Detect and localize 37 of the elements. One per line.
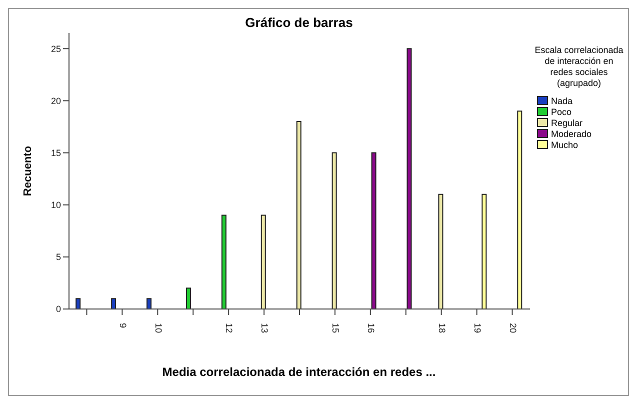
y-tick-label: 15	[50, 148, 61, 158]
bar	[517, 110, 522, 309]
bar	[296, 121, 302, 309]
x-tick-label: 15	[330, 323, 341, 334]
bar	[332, 152, 337, 309]
bar	[406, 48, 412, 309]
bar	[482, 194, 487, 309]
y-axis-title: Recuento	[22, 146, 34, 196]
legend-label: Poco	[551, 106, 572, 116]
bar	[260, 214, 266, 309]
bar	[221, 214, 226, 309]
bar	[186, 288, 191, 309]
legend-label: Mucho	[551, 140, 578, 150]
chart-title: Gráfico de barras	[244, 15, 354, 30]
x-tick-label: 16	[366, 323, 376, 334]
x-tick-label: 18	[436, 323, 447, 334]
x-tick-label: 19	[472, 323, 482, 334]
y-tick-label: 10	[50, 200, 61, 210]
y-tick-label: 20	[50, 96, 61, 106]
y-tick-label: 5	[56, 252, 61, 262]
bar	[111, 298, 116, 309]
bar	[371, 152, 376, 309]
bar	[438, 194, 444, 309]
x-axis-title: Media correlacionada de interacción en redes ...	[161, 365, 437, 379]
legend-label: Moderado	[551, 128, 592, 138]
legend-title: Escala correlacionada de interacción en redes sociales (agrupado)	[534, 45, 624, 89]
x-tick-label: 12	[224, 323, 234, 334]
x-tick-label: 10	[153, 323, 164, 334]
y-tick-label: 0	[56, 304, 61, 314]
x-tick-label: 9	[118, 323, 128, 328]
legend-label: Nada	[551, 96, 573, 106]
legend-label: Regular	[551, 118, 583, 128]
bar	[76, 298, 81, 309]
x-tick-label: 20	[508, 323, 518, 334]
x-tick-label: 13	[260, 323, 270, 334]
bar	[146, 298, 152, 309]
y-tick-label: 25	[50, 44, 61, 54]
